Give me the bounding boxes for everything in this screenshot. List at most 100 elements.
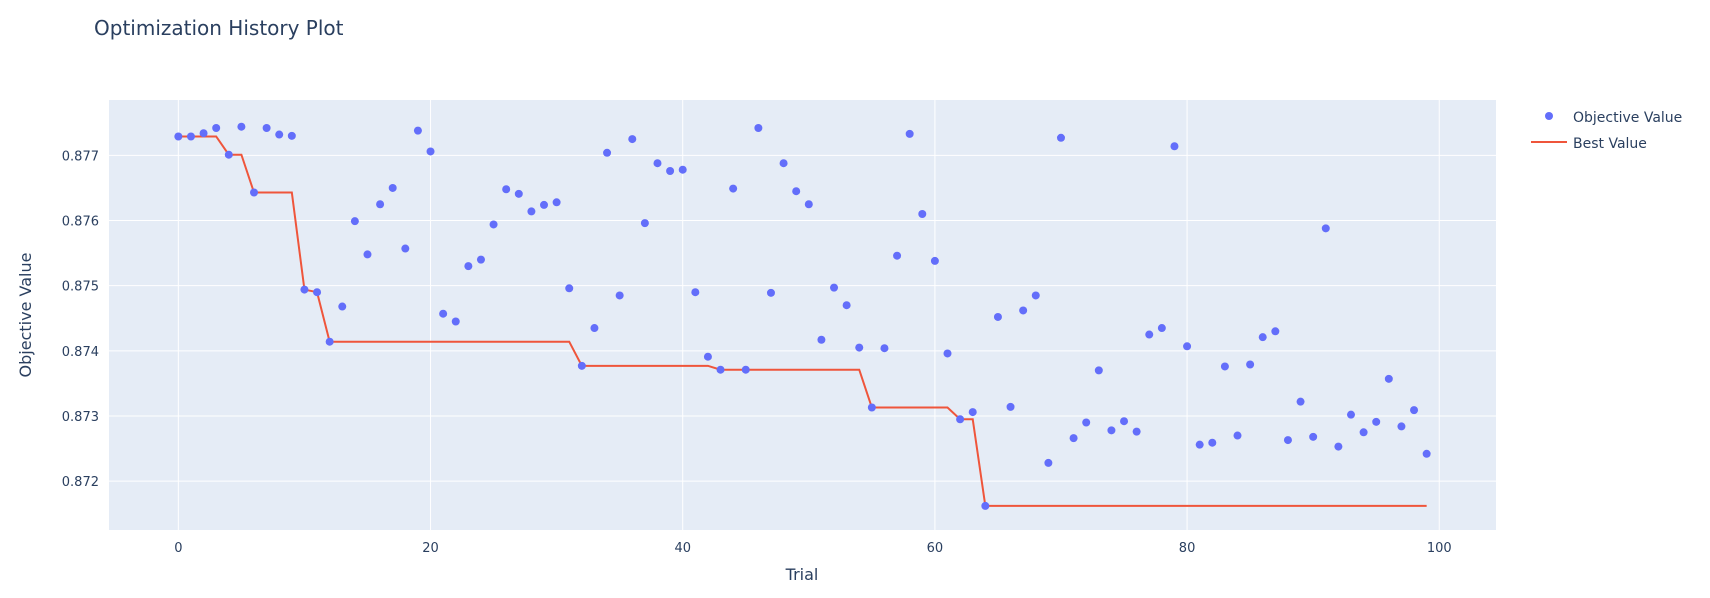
- objective-point[interactable]: [1157, 324, 1166, 333]
- objective-point[interactable]: [729, 184, 738, 193]
- objective-point[interactable]: [930, 256, 939, 265]
- objective-point[interactable]: [817, 335, 826, 344]
- objective-point[interactable]: [968, 408, 977, 417]
- objective-point[interactable]: [880, 344, 889, 353]
- objective-point[interactable]: [830, 283, 839, 292]
- objective-point[interactable]: [413, 126, 422, 135]
- objective-point[interactable]: [199, 129, 208, 138]
- objective-point[interactable]: [426, 147, 435, 156]
- objective-point[interactable]: [388, 183, 397, 192]
- objective-point[interactable]: [262, 124, 271, 133]
- objective-point[interactable]: [552, 198, 561, 207]
- objective-point[interactable]: [540, 200, 549, 209]
- objective-point[interactable]: [376, 200, 385, 209]
- objective-point[interactable]: [313, 288, 322, 297]
- objective-point[interactable]: [1044, 458, 1053, 467]
- objective-point[interactable]: [1094, 366, 1103, 375]
- objective-point[interactable]: [577, 361, 586, 370]
- objective-point[interactable]: [350, 217, 359, 226]
- objective-point[interactable]: [1410, 406, 1419, 415]
- objective-point[interactable]: [603, 148, 612, 157]
- objective-point[interactable]: [1208, 438, 1217, 447]
- objective-point[interactable]: [590, 324, 599, 333]
- objective-point[interactable]: [993, 312, 1002, 321]
- objective-point[interactable]: [893, 251, 902, 260]
- objective-point[interactable]: [1384, 374, 1393, 383]
- objective-point[interactable]: [1145, 330, 1154, 339]
- objective-point[interactable]: [1120, 417, 1129, 426]
- objective-point[interactable]: [918, 210, 927, 219]
- objective-point[interactable]: [1006, 402, 1015, 411]
- objective-point[interactable]: [1107, 426, 1116, 435]
- objective-point[interactable]: [842, 301, 851, 310]
- objective-point[interactable]: [1069, 434, 1078, 443]
- objective-point[interactable]: [338, 302, 347, 311]
- objective-point[interactable]: [1372, 417, 1381, 426]
- objective-point[interactable]: [943, 349, 952, 358]
- objective-point[interactable]: [666, 167, 675, 176]
- objective-point[interactable]: [476, 255, 485, 264]
- objective-point[interactable]: [1019, 306, 1028, 315]
- objective-point[interactable]: [1271, 327, 1280, 336]
- legend[interactable]: Objective Value Best Value: [1531, 110, 1682, 152]
- objective-point[interactable]: [766, 288, 775, 297]
- objective-point[interactable]: [514, 189, 523, 198]
- objective-point[interactable]: [1233, 431, 1242, 440]
- objective-point[interactable]: [565, 284, 574, 293]
- objective-point[interactable]: [792, 187, 801, 196]
- objective-point[interactable]: [678, 165, 687, 174]
- objective-point[interactable]: [1183, 342, 1192, 351]
- objective-point[interactable]: [1422, 449, 1431, 458]
- objective-point[interactable]: [275, 130, 284, 139]
- objective-point[interactable]: [287, 131, 296, 140]
- objective-point[interactable]: [464, 262, 473, 271]
- objective-point[interactable]: [905, 129, 914, 138]
- objective-point[interactable]: [489, 220, 498, 229]
- objective-point[interactable]: [779, 159, 788, 168]
- objective-point[interactable]: [741, 365, 750, 374]
- objective-point[interactable]: [1309, 432, 1318, 441]
- objective-point[interactable]: [804, 200, 813, 209]
- objective-point[interactable]: [1397, 422, 1406, 431]
- objective-point[interactable]: [502, 185, 511, 194]
- objective-point[interactable]: [1246, 360, 1255, 369]
- objective-point[interactable]: [439, 309, 448, 318]
- objective-point[interactable]: [1031, 291, 1040, 300]
- objective-point[interactable]: [1056, 133, 1065, 142]
- objective-point[interactable]: [855, 343, 864, 352]
- objective-point[interactable]: [754, 124, 763, 133]
- objective-point[interactable]: [1283, 436, 1292, 445]
- objective-point[interactable]: [1321, 224, 1330, 233]
- objective-point[interactable]: [1359, 428, 1368, 437]
- objective-point[interactable]: [1258, 333, 1267, 342]
- objective-point[interactable]: [1170, 142, 1179, 151]
- objective-point[interactable]: [1082, 418, 1091, 427]
- objective-point[interactable]: [527, 207, 536, 216]
- objective-point[interactable]: [212, 124, 221, 133]
- objective-point[interactable]: [186, 132, 195, 141]
- objective-point[interactable]: [250, 188, 259, 197]
- objective-point[interactable]: [300, 285, 309, 294]
- objective-point[interactable]: [1346, 410, 1355, 419]
- objective-point[interactable]: [224, 150, 233, 159]
- objective-point[interactable]: [1195, 440, 1204, 449]
- objective-point[interactable]: [451, 317, 460, 326]
- objective-point[interactable]: [325, 337, 334, 346]
- objective-point[interactable]: [867, 403, 876, 412]
- objective-point[interactable]: [1296, 397, 1305, 406]
- objective-point[interactable]: [703, 352, 712, 361]
- objective-point[interactable]: [691, 288, 700, 297]
- objective-point[interactable]: [653, 159, 662, 168]
- objective-point[interactable]: [716, 365, 725, 374]
- objective-point[interactable]: [363, 250, 372, 259]
- objective-point[interactable]: [1334, 442, 1343, 451]
- objective-point[interactable]: [1220, 362, 1229, 371]
- objective-point[interactable]: [237, 122, 246, 131]
- objective-point[interactable]: [401, 244, 410, 253]
- objective-point[interactable]: [1132, 427, 1141, 436]
- objective-point[interactable]: [615, 291, 624, 300]
- objective-point[interactable]: [640, 219, 649, 228]
- objective-point[interactable]: [628, 135, 637, 144]
- objective-point[interactable]: [981, 501, 990, 510]
- objective-point[interactable]: [956, 415, 965, 424]
